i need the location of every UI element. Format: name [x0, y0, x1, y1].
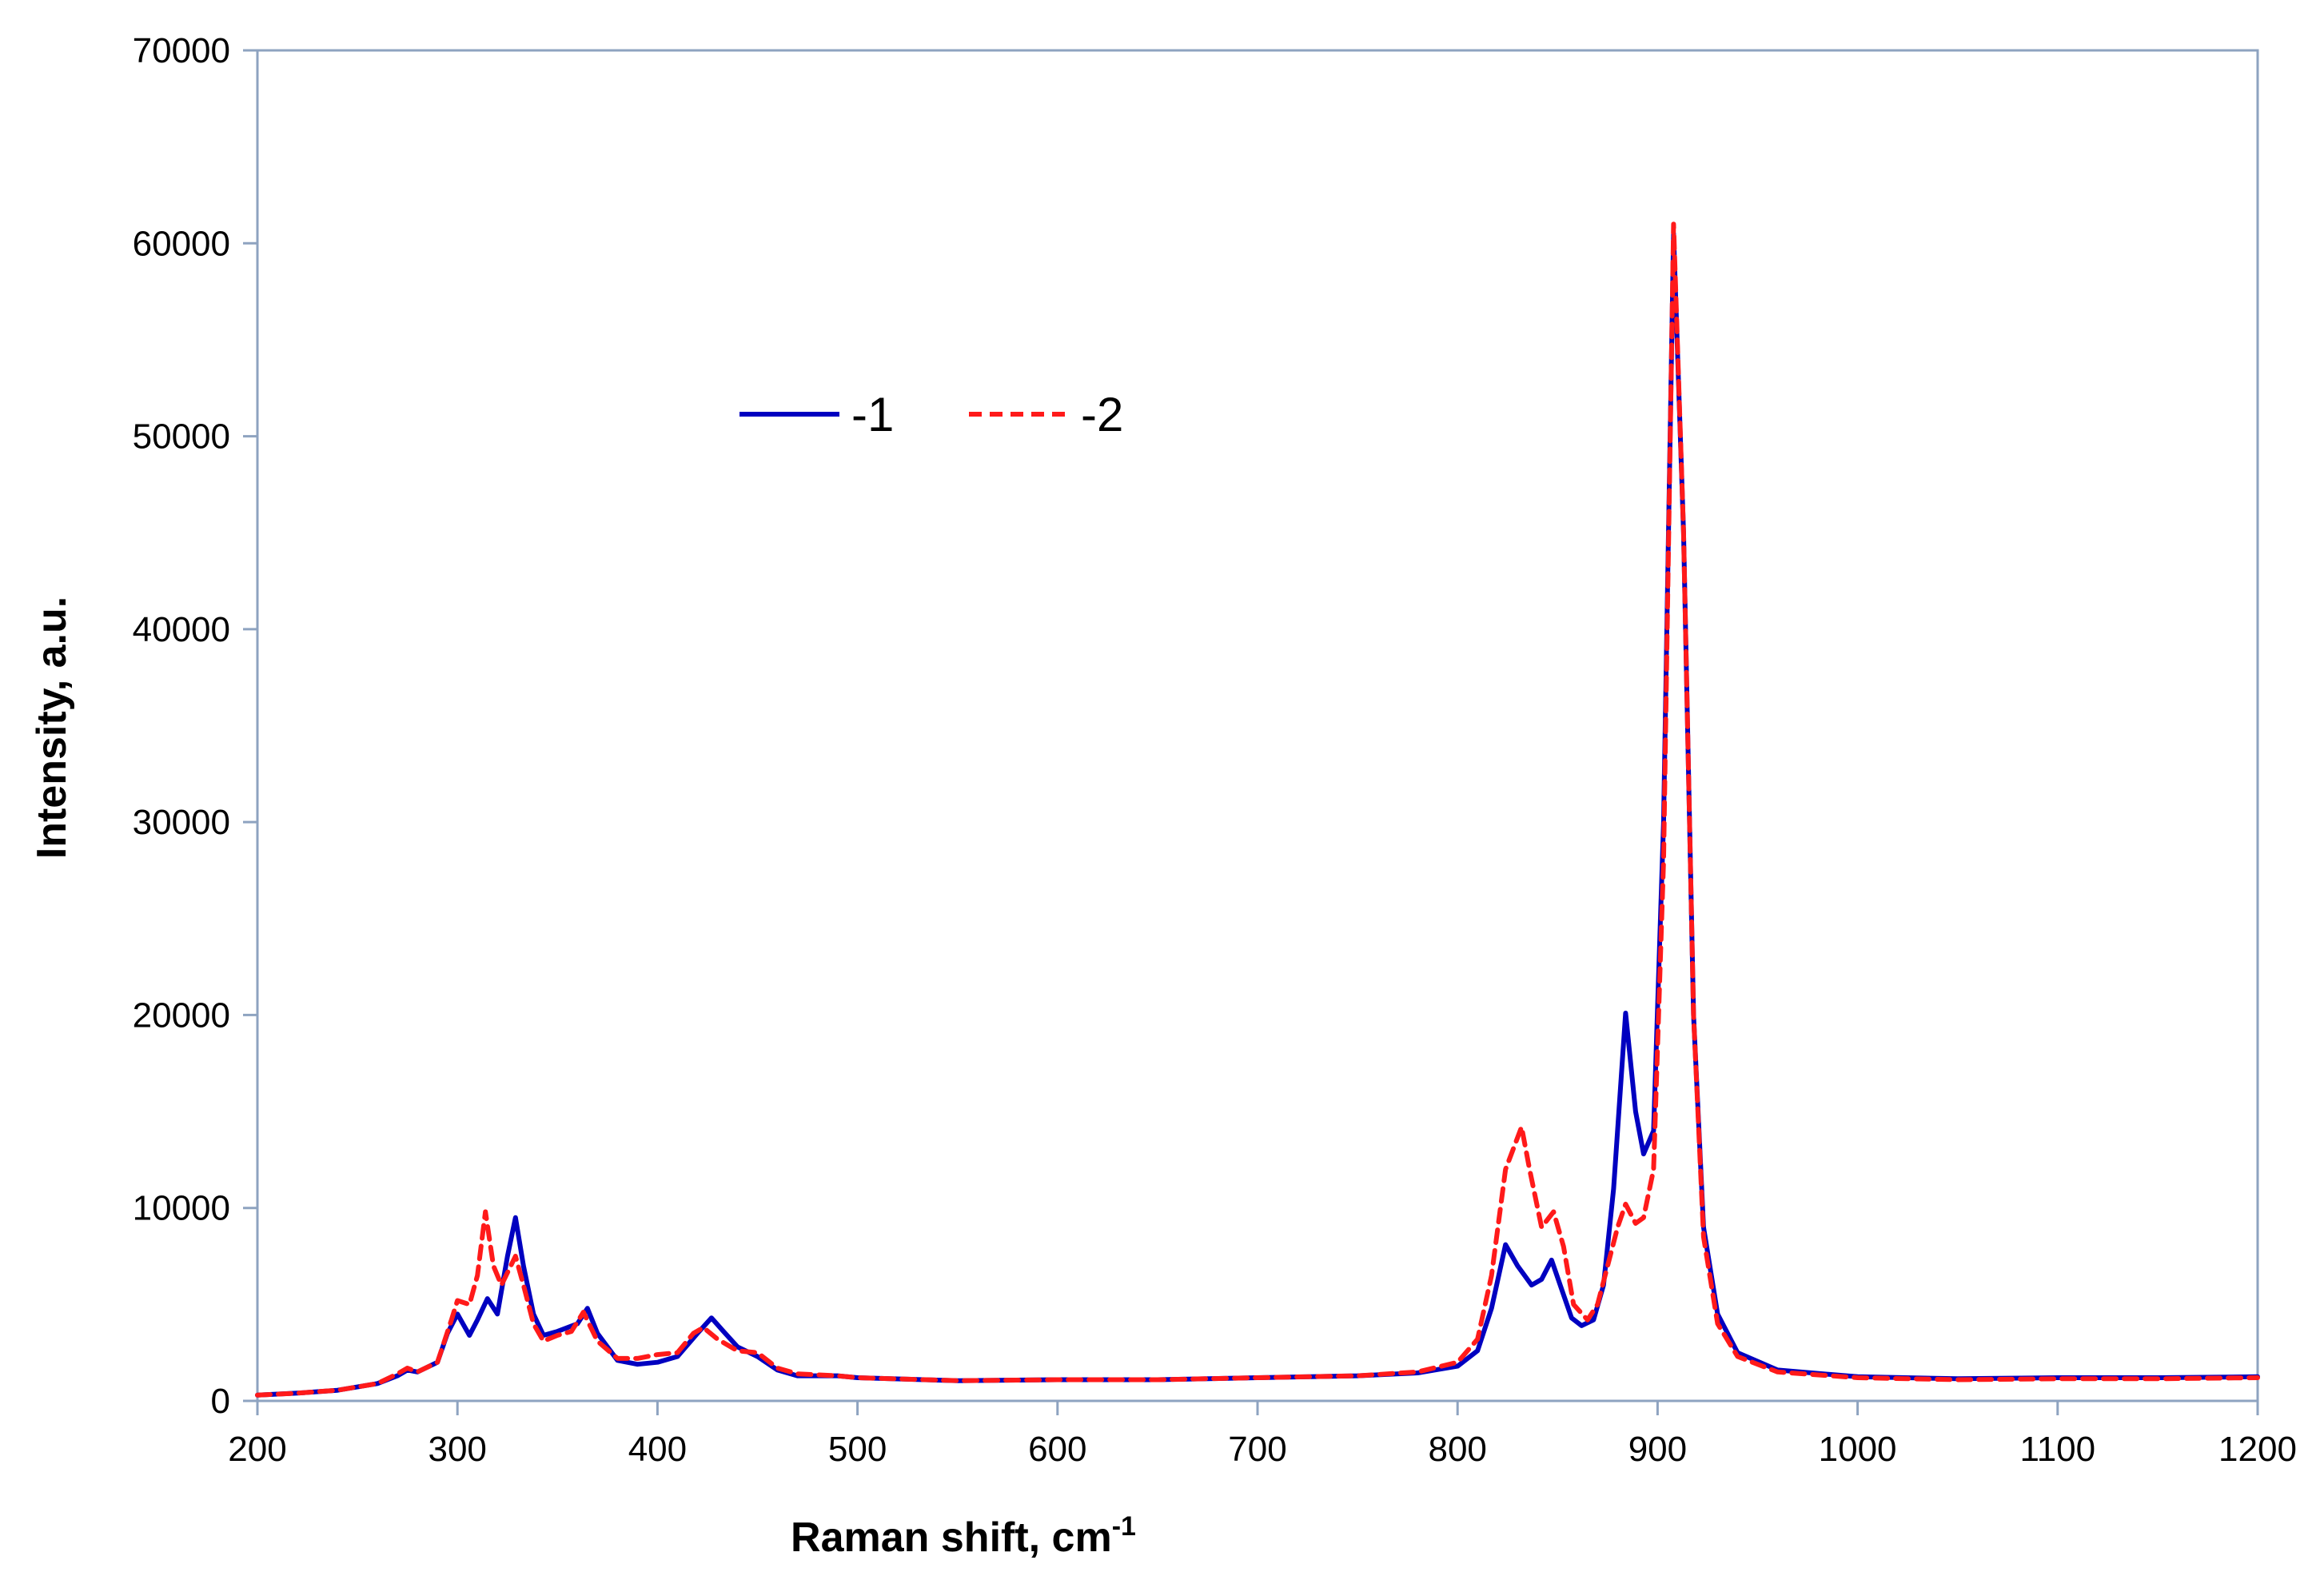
x-tick-label: 300	[428, 1430, 486, 1469]
x-tick-label: 1200	[2218, 1430, 2297, 1469]
y-tick-label: 40000	[133, 610, 230, 649]
series-layer	[255, 221, 2260, 1398]
y-axis: 0 10000 20000 30000 40000 50000 60000 70000	[133, 31, 257, 1421]
y-tick-label: 30000	[133, 803, 230, 842]
y-tick-label: 20000	[133, 995, 230, 1035]
y-tick-label: 0	[211, 1382, 230, 1421]
legend-label-1: -1	[851, 388, 894, 441]
x-axis: 200 300 400 500 600 700 800 900 1000 1100 1200	[228, 1401, 2297, 1469]
series-line-2	[255, 221, 2260, 1398]
y-axis-title: Intensity, a.u.	[29, 597, 75, 859]
x-axis-title-text: Raman shift, cm	[791, 1514, 1112, 1561]
x-axis-title-superscript: -1	[1112, 1511, 1136, 1542]
x-tick-label: 400	[628, 1430, 687, 1469]
y-tick-label: 70000	[133, 31, 230, 70]
x-tick-label: 800	[1428, 1430, 1486, 1469]
x-axis-title: Raman shift, cm-1	[791, 1511, 1136, 1561]
x-tick-label: 1000	[1819, 1430, 1897, 1469]
x-tick-label: 700	[1228, 1430, 1286, 1469]
y-tick-label: 10000	[133, 1189, 230, 1228]
x-tick-label: 900	[1628, 1430, 1687, 1469]
x-tick-label: 1100	[2019, 1430, 2095, 1469]
legend: -1 -2	[739, 388, 1123, 441]
legend-label-2: -2	[1081, 388, 1123, 441]
x-tick-label: 500	[828, 1430, 887, 1469]
y-tick-label: 60000	[133, 224, 230, 263]
x-tick-label: 600	[1028, 1430, 1086, 1469]
y-tick-label: 50000	[133, 417, 230, 457]
x-tick-label: 200	[228, 1430, 286, 1469]
